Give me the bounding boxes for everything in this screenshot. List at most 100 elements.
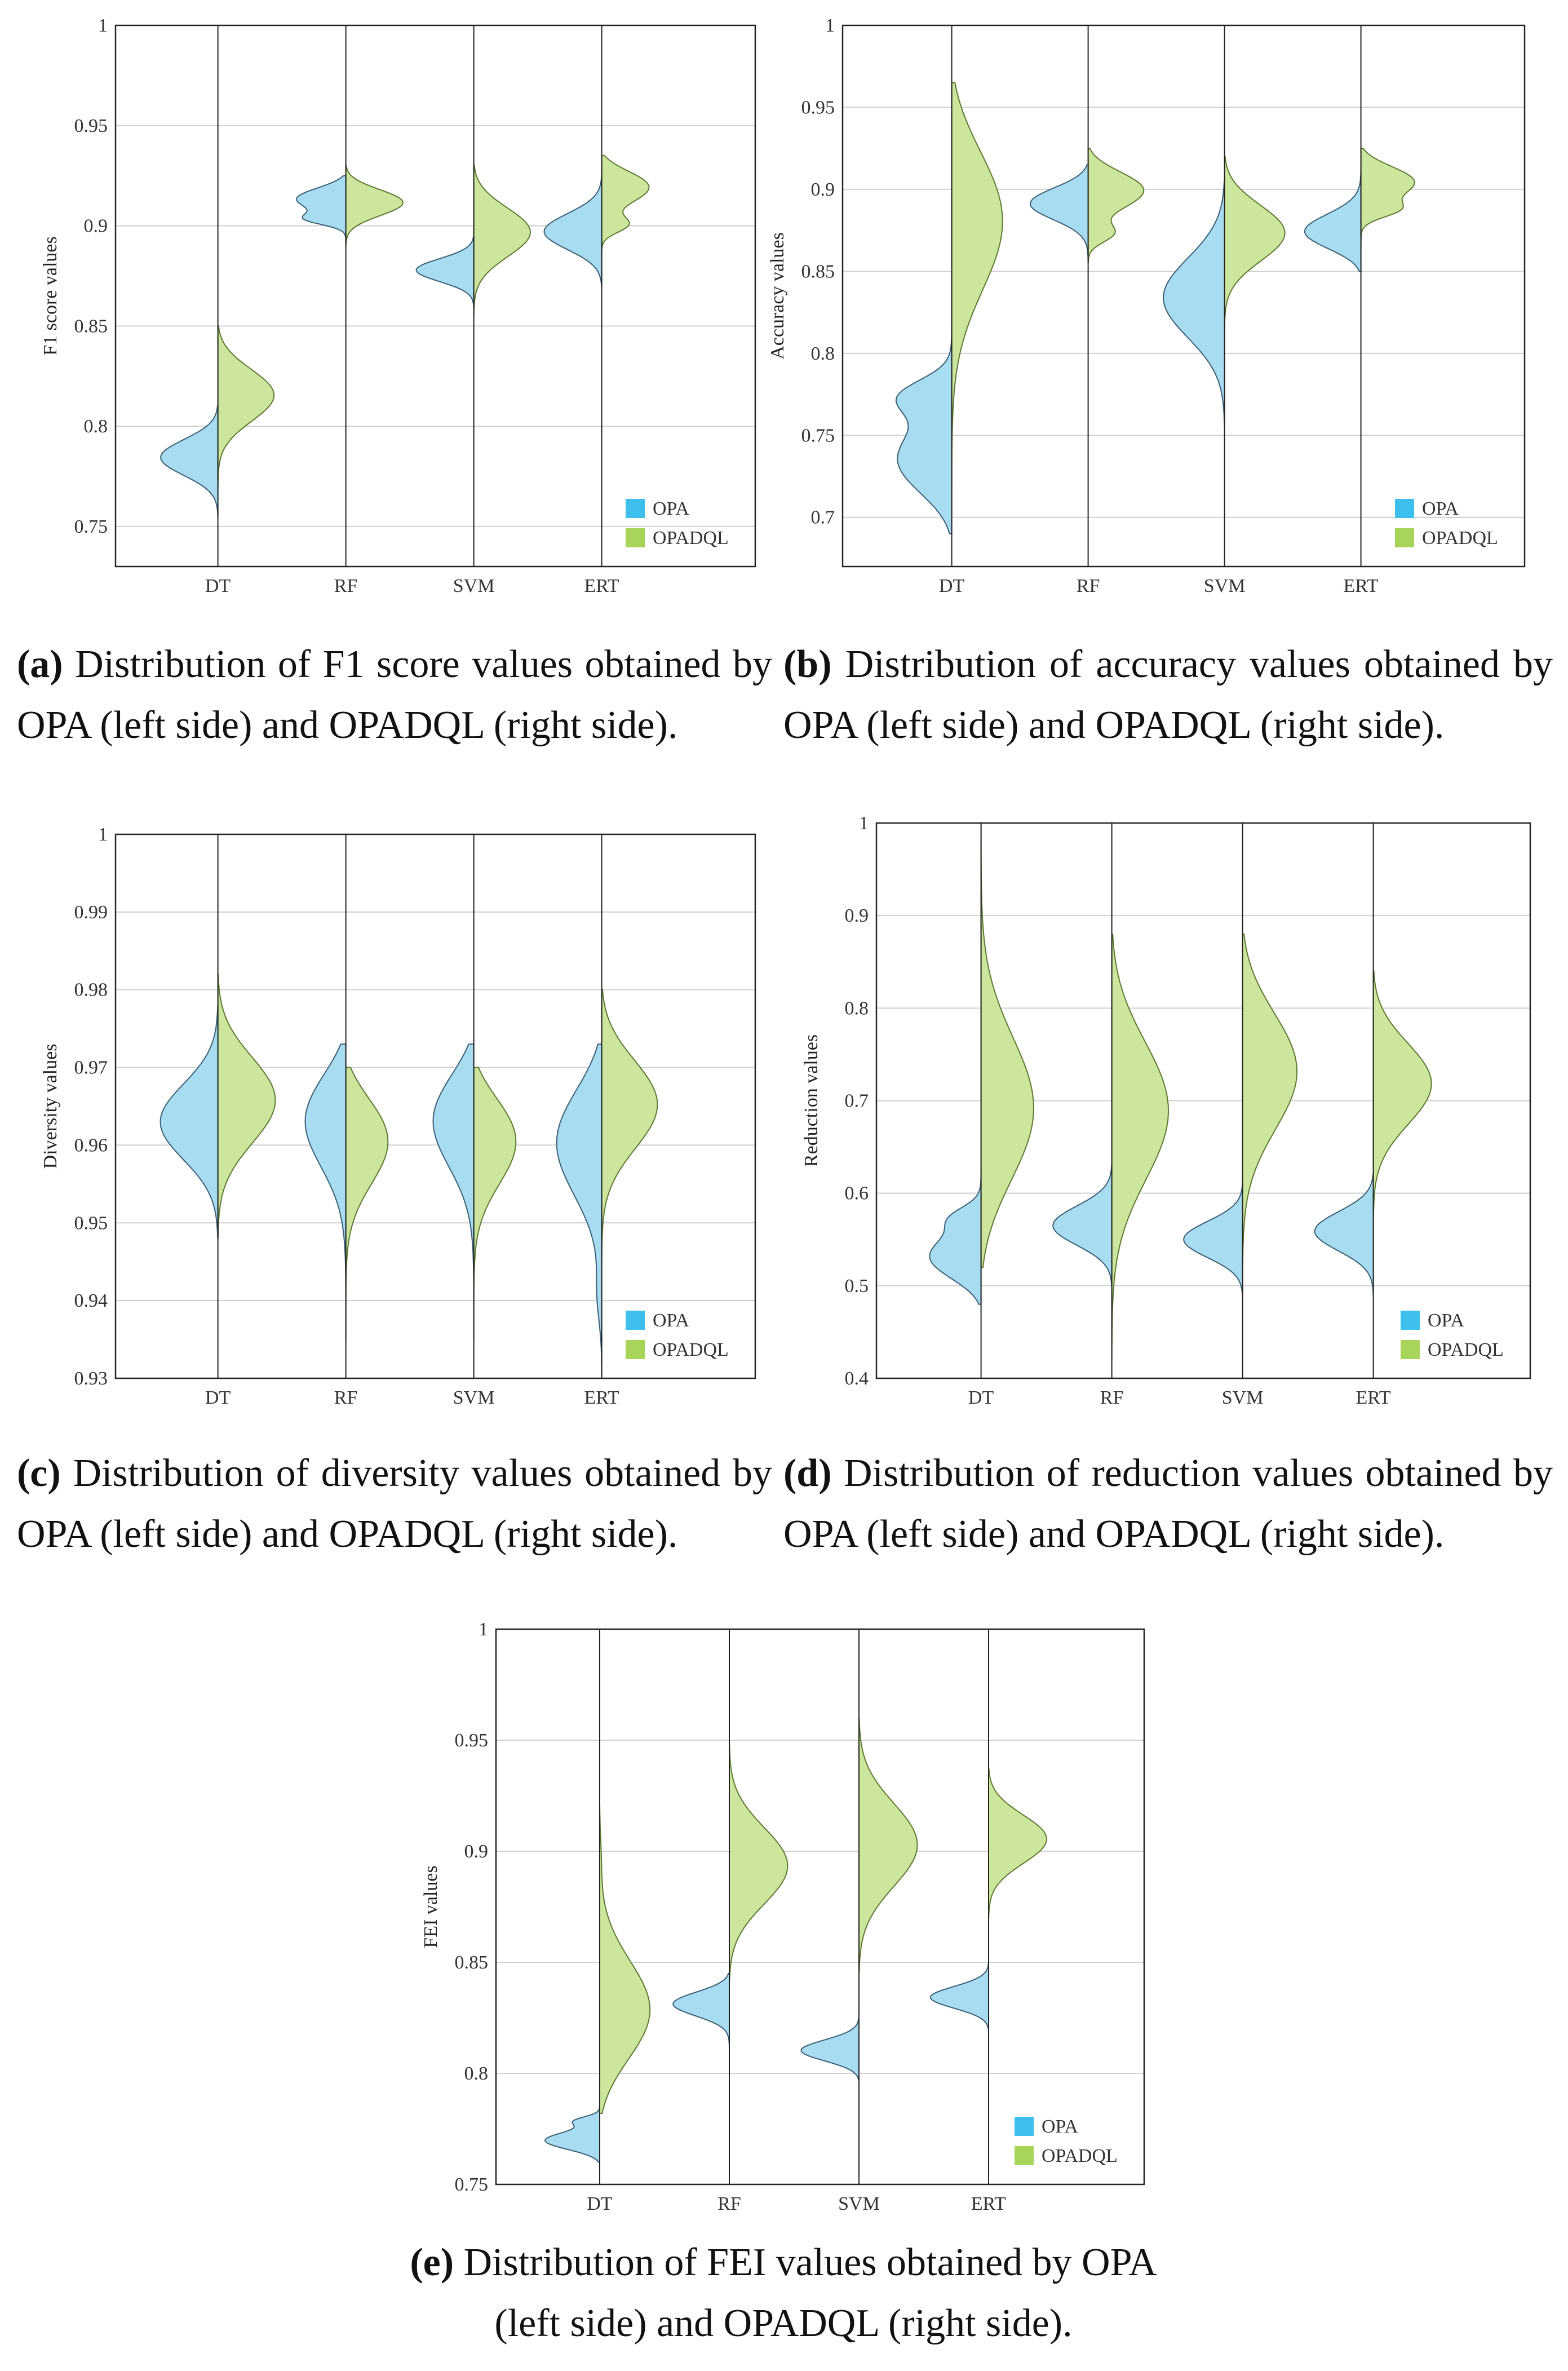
chart-c-xtick-label: ERT (584, 1387, 619, 1408)
chart-a-violin-opadql-rf (345, 165, 404, 247)
chart-b-ytick-label: 0.85 (801, 261, 835, 282)
chart-c-violin-opa-svm (432, 1043, 475, 1340)
chart-b-violin-opa-rf (1029, 164, 1089, 263)
chart-e-ytick-label: 0.9 (464, 1841, 489, 1862)
chart-d-legend-swatch-opa (1401, 1311, 1420, 1330)
chart-c-xtick-label: RF (334, 1387, 358, 1408)
chart-e-svg: 0.75 0.8 0.85 0.9 0.95 1 FEI values DT RF SVM ERT O… (420, 1619, 1145, 2214)
chart-b-violin-opadql-dt (951, 82, 1003, 517)
chart-c-xtick-label: DT (205, 1387, 231, 1408)
chart-d-ytick-label: 0.4 (845, 1368, 869, 1389)
chart-d-violin-opadql-rf (1111, 934, 1170, 1361)
chart-c-ytick-label: 0.99 (74, 902, 108, 923)
chart-e-violin-opa-dt (544, 2106, 600, 2163)
caption-d-text: Distribution of reduction values obtaine… (783, 1452, 1553, 1556)
chart-b-ytick-label: 0.9 (811, 179, 835, 200)
chart-a-ytick-label: 1 (98, 15, 108, 36)
chart-a-violin-opa-ert (543, 175, 603, 287)
chart-d-legend-label-opa: OPA (1428, 1310, 1464, 1331)
chart-e-violin-opadql-dt (599, 1806, 651, 2114)
chart-c-violin-opa-rf (304, 1043, 347, 1340)
chart-panel-c: 0.93 0.94 0.95 0.96 0.97 0.98 0.99 1 Diversity v… (0, 806, 767, 1408)
chart-e-violin-opa-rf (672, 1972, 730, 2047)
chart-panel-d: 0.4 0.5 0.6 0.7 0.8 0.9 1 Reduction values DT RF S… (778, 806, 1556, 1408)
chart-d-frame (875, 822, 1531, 1379)
chart-a-violin-opa-rf (295, 175, 347, 246)
chart-b-ytick-label: 0.95 (801, 97, 835, 118)
chart-a-xtick-label: ERT (584, 576, 619, 596)
caption-a-tag: (a) (17, 643, 63, 686)
caption-b-tag: (b) (783, 643, 832, 686)
chart-e-xtick-label: DT (587, 2193, 613, 2214)
caption-e-tag: (e) (410, 2241, 454, 2284)
caption-e: (e) Distribution of FEI values obtained … (395, 2232, 1172, 2354)
chart-c-legend-label-opa: OPA (653, 1310, 689, 1331)
chart-panel-b: 0.7 0.75 0.8 0.85 0.9 0.95 1 Accuracy values DT R… (767, 0, 1556, 596)
caption-c: (c) Distribution of diversity values obt… (17, 1443, 772, 1565)
chart-d-violin-opadql-ert (1372, 970, 1432, 1222)
caption-a: (a) Distribution of F1 score values obta… (17, 634, 772, 756)
chart-e-violin-opa-svm (800, 2015, 860, 2081)
chart-c-violin-opadql-rf (345, 1067, 389, 1340)
chart-a-ylabel: F1 score values (40, 236, 61, 356)
chart-c-legend-swatch-opa (626, 1311, 645, 1330)
chart-c-violin-opadql-svm (473, 1067, 517, 1340)
chart-e-legend-label-opa: OPA (1042, 2116, 1078, 2137)
chart-b-violin-opa-dt (895, 320, 953, 534)
chart-b-violin-opadql-svm (1224, 156, 1286, 330)
chart-b-xtick-label: RF (1077, 576, 1100, 596)
chart-c-legend-label-opadql: OPADQL (653, 1339, 729, 1360)
chart-b-violin-opadql-rf (1087, 148, 1145, 264)
chart-d-svg: 0.4 0.5 0.6 0.7 0.8 0.9 1 Reduction values DT RF S… (801, 813, 1531, 1408)
chart-b-ytick-label: 0.8 (811, 343, 835, 364)
chart-c-ytick-label: 0.98 (74, 980, 108, 1001)
chart-d-xtick-label: DT (968, 1387, 994, 1408)
chart-d-xtick-label: ERT (1356, 1387, 1391, 1408)
chart-a-xtick-label: DT (205, 576, 231, 596)
chart-panel-a: 0.75 0.8 0.85 0.9 0.95 1 F1 score values DT RF SV… (0, 0, 767, 596)
chart-c-ylabel: Diversity values (40, 1044, 61, 1169)
chart-c-violin-opa-ert (556, 1043, 603, 1379)
chart-a-svg: 0.75 0.8 0.85 0.9 0.95 1 F1 score values DT RF SV… (40, 15, 756, 596)
chart-c-violin-opa-dt (160, 1005, 219, 1240)
chart-a-ytick-label: 0.95 (74, 116, 108, 136)
chart-c-ytick-label: 1 (98, 824, 108, 845)
chart-b-violin-opa-ert (1304, 165, 1362, 272)
chart-e-legend-swatch-opa (1015, 2117, 1034, 2136)
chart-c-ytick-label: 0.94 (74, 1290, 108, 1311)
chart-e-frame (495, 1628, 1145, 2186)
chart-c-ytick-label: 0.97 (74, 1058, 108, 1078)
chart-b-ylabel: Accuracy values (767, 232, 788, 360)
chart-e-ytick-label: 0.85 (455, 1952, 489, 1973)
chart-d-violin-opadql-svm (1242, 934, 1297, 1295)
chart-a-violin-opa-dt (160, 405, 219, 517)
chart-b-legend-swatch-opadql (1395, 528, 1414, 547)
chart-b-frame (841, 24, 1526, 568)
chart-b-ytick-label: 1 (825, 15, 835, 36)
chart-a-ytick-label: 0.85 (74, 316, 108, 337)
chart-c-svg: 0.93 0.94 0.95 0.96 0.97 0.98 0.99 1 Diversity v… (40, 824, 756, 1408)
chart-a-frame (114, 24, 756, 568)
chart-c-frame (114, 833, 756, 1379)
chart-d-ytick-label: 1 (859, 813, 869, 834)
chart-d-ytick-label: 0.6 (845, 1183, 869, 1204)
chart-b-legend-swatch-opa (1395, 499, 1414, 518)
chart-b-violin-opa-svm (1163, 180, 1225, 428)
chart-a-legend-swatch-opa (626, 499, 645, 518)
caption-c-text: Distribution of diversity values obtaine… (17, 1452, 772, 1556)
chart-a-legend-swatch-opadql (626, 528, 645, 547)
chart-d-ytick-label: 0.5 (845, 1276, 869, 1297)
chart-a-xtick-label: RF (334, 576, 358, 596)
caption-d-tag: (d) (783, 1452, 832, 1495)
chart-d-ylabel: Reduction values (801, 1034, 822, 1167)
chart-e-violin-opadql-rf (729, 1744, 789, 1981)
chart-e-legend-label-opadql: OPADQL (1042, 2146, 1118, 2166)
chart-d-violin-opa-dt (929, 1165, 982, 1305)
chart-d-ytick-label: 0.8 (845, 998, 869, 1019)
chart-e-legend-swatch-opadql (1015, 2146, 1034, 2165)
chart-a-violin-opadql-ert (601, 155, 650, 256)
chart-a-violin-opadql-svm (473, 165, 531, 317)
chart-a-ytick-label: 0.8 (84, 416, 108, 437)
chart-panel-e: 0.75 0.8 0.85 0.9 0.95 1 FEI values DT RF SVM ERT O… (383, 1612, 1184, 2214)
chart-d-violin-opadql-dt (980, 823, 1034, 1268)
